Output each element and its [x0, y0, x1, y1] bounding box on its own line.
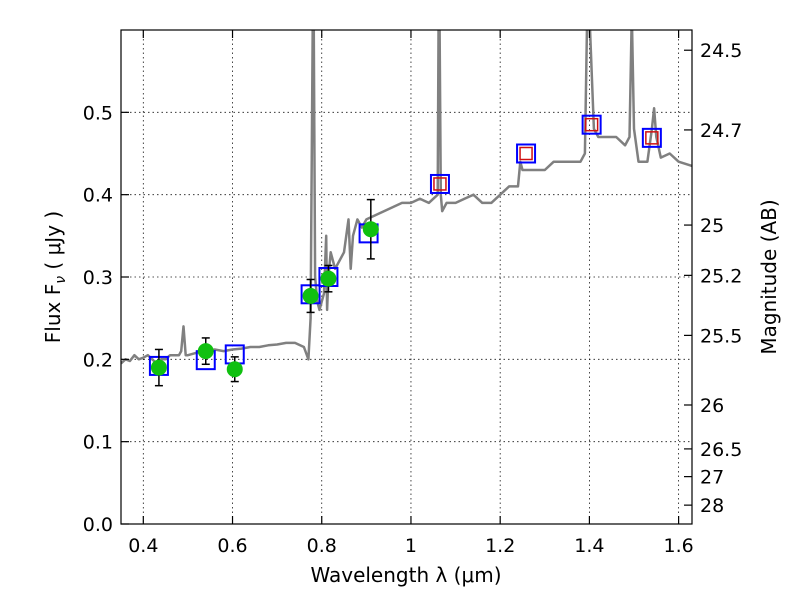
x-tick-label: 1.6 — [664, 535, 694, 557]
model-point — [581, 114, 602, 135]
y-tick-label: 0.5 — [83, 102, 113, 124]
y2-tick-label: 25 — [700, 215, 724, 237]
y2-axis-label: Magnitude (AB) — [757, 199, 781, 354]
y-tick-label: 0.2 — [83, 349, 113, 371]
y2-tick-label: 24.7 — [700, 120, 742, 142]
y2-tick-label: 25.5 — [700, 325, 742, 347]
model-point-inner — [645, 131, 659, 145]
observed-point — [226, 361, 243, 378]
spectrum-line — [121, 30, 692, 365]
y2-tick-label: 24.5 — [700, 40, 742, 62]
y-axis: 0.0 0.1 0.2 0.3 0.4 0.5 — [83, 102, 129, 536]
y-tick-label: 0.1 — [83, 432, 113, 454]
y-tick-label: 0.4 — [83, 185, 113, 207]
points-layer — [148, 114, 662, 387]
y-tick-label: 0.0 — [83, 514, 113, 536]
y2-tick-label: 26.5 — [700, 439, 742, 461]
y-axis-label-main: Flux F — [41, 284, 65, 343]
x-axis-label: Wavelength λ (μm) — [310, 563, 501, 587]
y-axis-label-sub: ν — [53, 276, 69, 284]
x-tick-label: 0.8 — [307, 535, 337, 557]
y2-tick-label: 28 — [700, 495, 724, 517]
spectrum-layer — [121, 30, 692, 365]
model-point-inner — [433, 177, 447, 191]
y2-axis: 24.5 24.7 25 25.2 25.5 26 26.5 27 28 — [684, 40, 742, 517]
observed-point — [150, 359, 167, 376]
model-point-inner — [584, 117, 599, 132]
observed-point — [302, 287, 319, 304]
model-point — [641, 127, 662, 148]
x-tick-label: 0.4 — [128, 535, 158, 557]
model-point — [516, 143, 537, 164]
y2-tick-label: 25.2 — [700, 265, 742, 287]
observed-point — [197, 343, 214, 360]
x-tick-label: 1 — [405, 535, 417, 557]
x-tick-label: 1.2 — [485, 535, 515, 557]
x-tick-label: 0.6 — [217, 535, 247, 557]
model-point-inner — [519, 146, 533, 161]
y2-tick-label: 27 — [700, 467, 724, 489]
observed-point — [320, 270, 337, 287]
model-point — [429, 173, 450, 194]
y-axis-label-unit: ( μJy ) — [41, 211, 65, 276]
grid — [121, 30, 692, 525]
x-axis: 0.4 0.6 0.8 1 1.2 1.4 1.6 — [128, 30, 694, 557]
x-tick-label: 1.4 — [574, 535, 604, 557]
observed-point — [362, 221, 379, 238]
y-axis-label: Flux Fν ( μJy ) — [41, 211, 69, 343]
y2-tick-label: 26 — [700, 395, 724, 417]
y-tick-label: 0.3 — [83, 267, 113, 289]
